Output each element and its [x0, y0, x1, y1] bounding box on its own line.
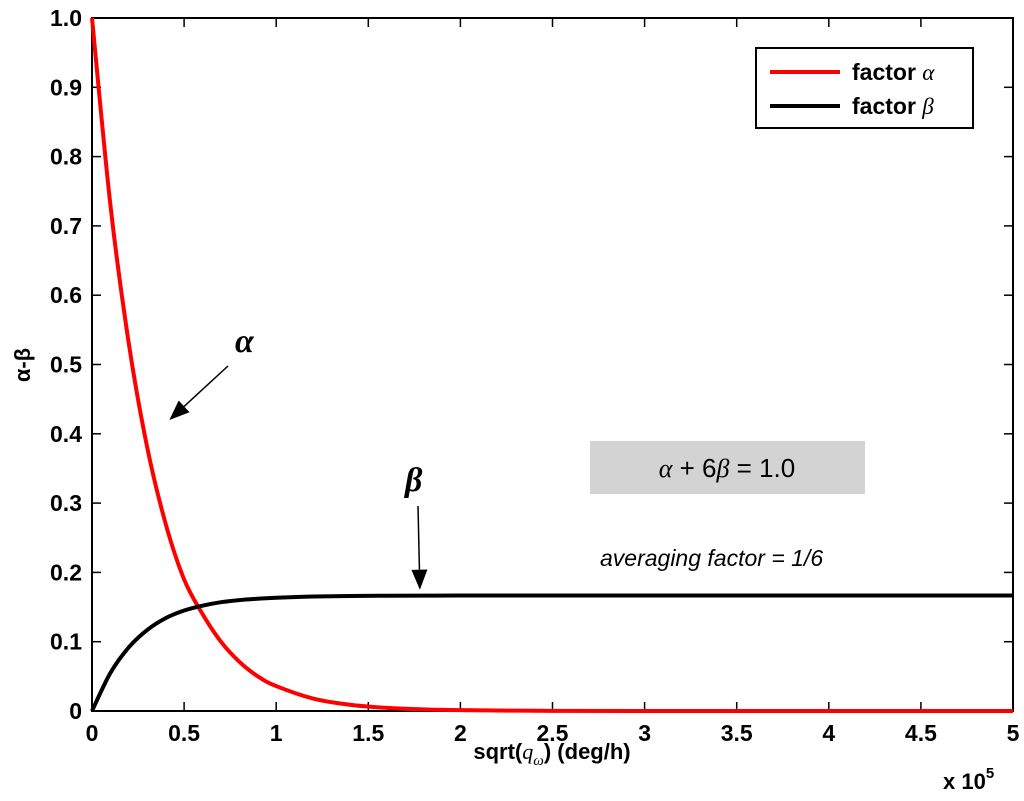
x-axis-label: sqrt(qω) (deg/h) [473, 739, 630, 769]
x-tick-label: 1.5 [352, 720, 384, 746]
legend: factor α factor β [755, 47, 974, 129]
x-tick-label: 5 [1007, 720, 1020, 746]
y-tick-label: 0 [69, 698, 82, 724]
x-tick-label: 3 [638, 720, 651, 746]
legend-label-beta: factor β [852, 93, 934, 119]
y-tick-label: 0.1 [50, 629, 82, 655]
y-tick-label: 0.8 [50, 144, 82, 170]
y-axis-label: α-β [10, 348, 35, 382]
x-axis-multiplier: x 105 [943, 765, 994, 794]
beta-arrow-head [411, 569, 428, 590]
y-tick-label: 0.6 [50, 282, 82, 308]
alpha-annotation-label: α [235, 323, 255, 360]
legend-box [755, 47, 974, 129]
y-tick-label: 0.3 [50, 490, 82, 516]
x-tick-label: 2 [454, 720, 467, 746]
x-tick-label: 4 [822, 720, 835, 746]
series-line-beta [90, 593, 1013, 712]
x-tick-label: 0.5 [168, 720, 200, 746]
y-tick-label: 0.2 [50, 559, 82, 585]
y-tick-label: 0.5 [50, 352, 82, 378]
y-tick-label: 1.0 [50, 5, 82, 31]
x-tick-label: 4.5 [905, 720, 937, 746]
x-axis-ticks: 0 0.5 1 1.5 2 2.5 3 3.5 4 4.5 5 [86, 18, 1020, 746]
x-tick-label: 0 [86, 720, 99, 746]
beta-annotation-label: β [403, 462, 423, 499]
y-tick-label: 0.7 [50, 213, 82, 239]
averaging-factor-note: averaging factor = 1/6 [600, 545, 823, 571]
x-tick-label: 2.5 [537, 720, 569, 746]
x-tick-label: 1 [270, 720, 283, 746]
series-line-alpha [90, 17, 1013, 714]
alpha-arrow-line [183, 365, 229, 407]
alpha-arrow-head [169, 400, 190, 420]
y-tick-label: 0.4 [50, 421, 82, 447]
legend-label-alpha: factor α [852, 59, 935, 85]
beta-arrow-line [417, 505, 421, 570]
x-tick-label: 3.5 [721, 720, 753, 746]
equation-box [590, 441, 865, 494]
y-tick-label: 0.9 [50, 74, 82, 100]
series-layer [90, 17, 1013, 714]
y-axis-ticks: 0 0.1 0.2 0.3 0.4 0.5 0.6 0.7 0.8 0.9 1.0 [50, 5, 1013, 724]
equation-text: α + 6β = 1.0 [659, 453, 795, 483]
